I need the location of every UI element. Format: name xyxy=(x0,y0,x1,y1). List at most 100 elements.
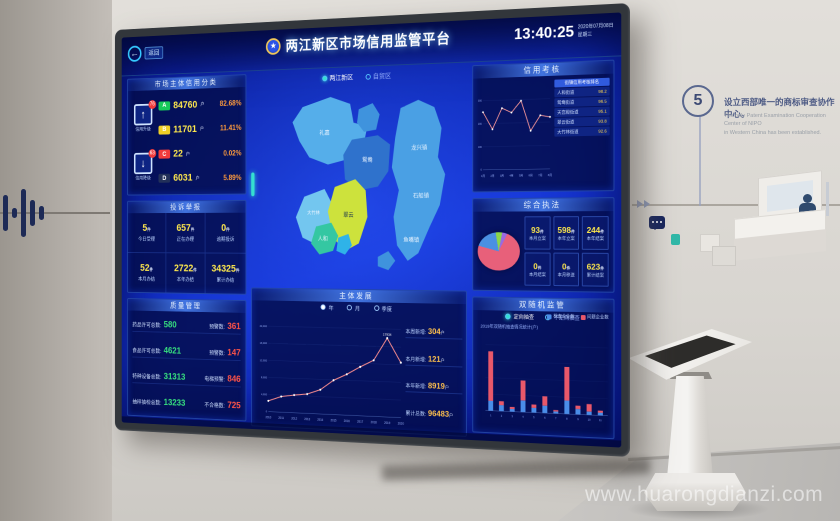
grade-badge: A xyxy=(158,100,171,111)
svg-text:9: 9 xyxy=(577,418,579,421)
svg-text:2010: 2010 xyxy=(265,415,271,419)
stat-cell: 0件 逾期投诉 xyxy=(205,212,246,254)
stat-cell: 657件 正在办理 xyxy=(166,212,206,254)
legend-option-month[interactable]: 月 xyxy=(347,304,360,312)
map-tab-liangjiang[interactable]: 两江新区 xyxy=(321,73,353,84)
milestone-number-badge: 5 xyxy=(682,85,714,117)
stat-cell: 0件 本月移送 xyxy=(553,252,580,287)
ranking-row: 人和街道 98.2 xyxy=(554,86,610,98)
radio-icon xyxy=(373,305,379,312)
assessment-ranking-table: 街镇信用考核排名 人和街道 98.2 鸳鸯街道 96.5 天宫殿街道 95.1 翠云街… xyxy=(554,76,611,189)
back-button[interactable]: ← 返回 xyxy=(127,44,164,63)
stat-cell: 93件 本月立案 xyxy=(524,216,551,250)
chevron-icon xyxy=(637,200,643,208)
stat-cell: 5件 今日受理 xyxy=(127,213,167,253)
svg-text:17934: 17934 xyxy=(383,332,392,336)
panel-title: 投诉举报 xyxy=(127,200,246,214)
watermark: www.huarongdianzi.com xyxy=(585,483,824,506)
display-bezel: ← 返回 ★ 两江新区市场信用监管平台 13:40:25 2020年07月08日… xyxy=(114,3,630,457)
radio-icon xyxy=(321,75,327,82)
wall-illustration xyxy=(700,168,840,273)
svg-text:3: 3 xyxy=(512,415,514,418)
svg-text:人和: 人和 xyxy=(318,234,329,242)
downgrade-count-badge: 63 xyxy=(148,148,157,158)
stat-cell: 52件 本月办结 xyxy=(127,252,167,293)
milestone-text-en: The only Patent Examination Cooperation … xyxy=(724,113,826,136)
credit-grade-row: C 22 户 0.02% xyxy=(158,147,242,159)
soundwave-icon xyxy=(0,186,54,238)
svg-text:8月: 8月 xyxy=(548,173,553,177)
random-check-option-directed[interactable]: 定向抽查 xyxy=(505,313,534,321)
svg-text:3月: 3月 xyxy=(500,173,504,177)
radio-icon xyxy=(320,304,327,311)
credit-grade-row: D 6031 户 5.89% xyxy=(158,172,242,184)
svg-text:2018: 2018 xyxy=(371,420,377,424)
quality-row: 特种设备总数: 31313 电梯预警: 846 xyxy=(132,368,241,388)
clock: 13:40:25 2020年07月08日 星期三 xyxy=(514,22,613,44)
quality-row: 药品许可总数: 580 预警数: 361 xyxy=(132,317,241,336)
svg-text:2020: 2020 xyxy=(398,421,405,425)
svg-text:0: 0 xyxy=(266,409,268,413)
svg-text:5: 5 xyxy=(533,416,535,419)
svg-text:6月: 6月 xyxy=(529,173,533,177)
dev-stat: 本周新增: 304 户 xyxy=(405,326,463,340)
enforcement-pie-chart xyxy=(475,229,522,272)
time-display: 13:40:25 xyxy=(514,23,574,44)
svg-text:4月: 4月 xyxy=(509,173,513,177)
map-indicator-bar xyxy=(251,172,255,197)
ranking-row: 翠云街道 93.8 xyxy=(554,116,610,127)
speech-bubble-icon xyxy=(649,216,665,230)
assessment-line-chart: 0 100 200 300 1月 2月 3月 4月 5月 6月 7月 8月 xyxy=(478,78,553,178)
svg-text:8: 8 xyxy=(566,417,568,420)
svg-text:4: 4 xyxy=(522,415,524,418)
dev-stat: 本月新增: 121 户 xyxy=(405,353,463,368)
svg-text:2014: 2014 xyxy=(317,417,323,421)
svg-text:11: 11 xyxy=(599,419,602,422)
grade-badge: D xyxy=(158,174,171,184)
timeline-line-right xyxy=(632,204,840,206)
svg-text:200: 200 xyxy=(478,124,482,126)
credit-grade-row: A 84760 户 82.68% xyxy=(158,98,242,111)
panel-enforcement: 综合执法 93件 本月立案 598件 本年立案 244件 本年结案 0件 本月结案 0件… xyxy=(472,197,615,293)
wall-display: ← 返回 ★ 两江新区市场信用监管平台 13:40:25 2020年07月08日… xyxy=(114,3,630,457)
grade-badge: C xyxy=(158,149,171,159)
svg-text:7月: 7月 xyxy=(538,173,543,177)
radio-icon xyxy=(505,313,511,320)
page-title: 两江新区市场信用监管平台 xyxy=(285,30,451,55)
dashboard: ← 返回 ★ 两江新区市场信用监管平台 13:40:25 2020年07月08日… xyxy=(121,12,622,448)
left-wall xyxy=(0,0,112,521)
entity-development-line-chart: 0 4,000 8,000 12,000 16,000 20,000 2010 2011 201… xyxy=(260,324,405,426)
chevron-icon xyxy=(644,200,650,208)
credit-grade-row: B 11701 户 11.41% xyxy=(158,122,242,135)
timeline-line-left xyxy=(0,212,110,214)
dev-stat: 本年新增: 8919 户 xyxy=(405,380,463,395)
svg-text:4,000: 4,000 xyxy=(261,392,267,396)
svg-text:2: 2 xyxy=(501,415,503,418)
legend-option-quarter[interactable]: 季度 xyxy=(373,304,392,313)
svg-text:10: 10 xyxy=(588,418,591,421)
svg-text:鸳鸯: 鸳鸯 xyxy=(362,156,373,164)
ranking-row: 鸳鸯街道 96.5 xyxy=(554,96,610,108)
credit-upgrade-indicator: ↑ 76 信用升级 xyxy=(133,100,157,133)
svg-text:鱼嘴镇: 鱼嘴镇 xyxy=(403,236,419,244)
region-map: 两江新区 自贸区 xyxy=(251,65,467,284)
svg-text:龙兴镇: 龙兴镇 xyxy=(411,143,427,152)
stat-cell: 598件 本年立案 xyxy=(553,216,580,250)
svg-text:12,000: 12,000 xyxy=(260,358,268,362)
svg-text:2015: 2015 xyxy=(331,418,337,422)
svg-text:1: 1 xyxy=(490,414,492,417)
stat-cell: 2722件 本年办结 xyxy=(166,252,206,294)
radio-icon xyxy=(347,304,353,311)
quality-row: 食品许可总数: 4621 预警数: 147 xyxy=(132,343,241,362)
map-tab-ftz[interactable]: 自贸区 xyxy=(365,71,391,81)
panel-credit-classification: 市场主体信用分类 ↑ 76 信用升级 ↓ xyxy=(127,74,247,196)
legend-option-year[interactable]: 年 xyxy=(320,303,334,312)
svg-text:7: 7 xyxy=(555,417,557,420)
svg-text:大竹林: 大竹林 xyxy=(307,209,320,216)
panel-credit-assessment: 信用考核 0 100 200 300 1月 2月 3月 4月 5月 6月 7月 8月 街镇信用考核排名… xyxy=(472,59,615,193)
svg-text:5月: 5月 xyxy=(519,173,523,177)
district-map-svg: 礼嘉 鸳鸯 翠云 人和 大竹林 龙兴镇 石船镇 鱼嘴镇 xyxy=(292,95,446,271)
credit-downgrade-indicator: ↓ 63 信用降级 xyxy=(133,148,157,182)
svg-text:2月: 2月 xyxy=(490,173,494,177)
kiosk-stand xyxy=(667,376,713,478)
